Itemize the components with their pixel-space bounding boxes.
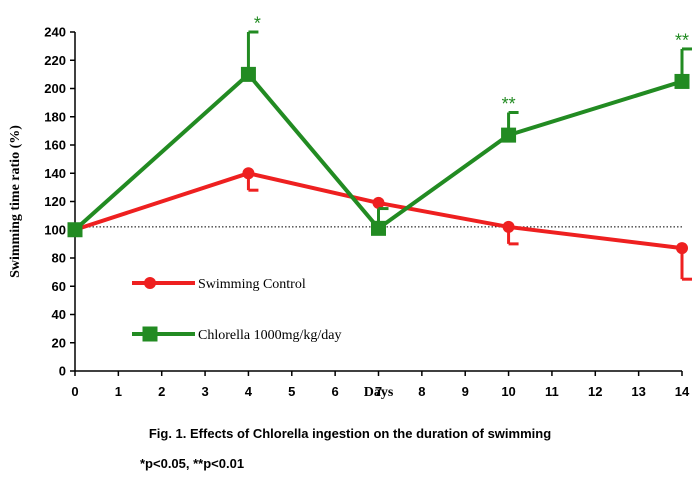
x-tick-label: 2 (158, 384, 165, 399)
data-point (67, 222, 83, 238)
data-point (372, 196, 385, 209)
x-tick-label: 8 (418, 384, 425, 399)
data-point (371, 220, 386, 236)
legend-entry: Swimming Control (132, 277, 306, 292)
x-tick-label: 0 (71, 384, 78, 399)
y-tick-label: 20 (52, 335, 66, 350)
x-tick-label: 14 (675, 384, 690, 399)
significance-marker: ** (675, 31, 689, 51)
data-point (676, 242, 688, 255)
x-tick-label: 5 (288, 384, 295, 399)
series-layer (67, 30, 692, 281)
y-tick-label: 180 (44, 109, 66, 124)
x-tick-label: 4 (245, 384, 253, 399)
x-tick-label: 10 (501, 384, 515, 399)
legend: Swimming Control Chlorella 1000mg/kg/day (132, 277, 341, 343)
data-point (501, 127, 517, 143)
legend-marker (144, 277, 156, 289)
x-tick-label: 11 (545, 384, 559, 399)
y-tick-label: 100 (44, 222, 66, 237)
y-tick-label: 0 (59, 364, 66, 379)
x-axis-title: Days (364, 385, 394, 400)
legend-entry: Chlorella 1000mg/kg/day (132, 326, 341, 343)
y-tick-label: 40 (52, 307, 66, 322)
legend-marker (142, 326, 158, 342)
figure-caption: Fig. 1. Effects of Chlorella ingestion o… (148, 426, 552, 441)
y-tick-label: 200 (44, 81, 66, 96)
y-tick-label: 120 (44, 194, 66, 209)
x-tick-label: 12 (588, 384, 602, 399)
y-tick-label: 240 (44, 25, 66, 40)
x-tick-label: 7 (375, 384, 382, 399)
legend-label: Chlorella 1000mg/kg/day (198, 328, 341, 343)
significance-marker: ** (502, 94, 516, 114)
y-axis-title: Swimming time ratio (%) (8, 125, 23, 278)
y-tick-label: 220 (44, 53, 66, 68)
data-point (242, 167, 255, 180)
y-tick-label: 60 (52, 279, 66, 294)
data-point (502, 220, 515, 233)
legend-label: Swimming Control (198, 277, 306, 292)
data-point (674, 73, 690, 89)
y-tick-label: 160 (44, 138, 66, 153)
x-tick-label: 9 (462, 384, 469, 399)
x-tick-label: 1 (115, 384, 122, 399)
series-chlorella (67, 30, 692, 238)
y-tick-label: 140 (44, 166, 66, 181)
x-tick-label: 3 (201, 384, 208, 399)
significance-annotations: ***** (254, 14, 689, 115)
y-tick-label: 80 (52, 251, 66, 266)
significance-note: *p<0.05, **p<0.01 (140, 456, 245, 471)
significance-marker: * (254, 14, 261, 34)
x-tick-label: 6 (332, 384, 339, 399)
data-point (240, 66, 256, 82)
x-tick-label: 13 (631, 384, 645, 399)
